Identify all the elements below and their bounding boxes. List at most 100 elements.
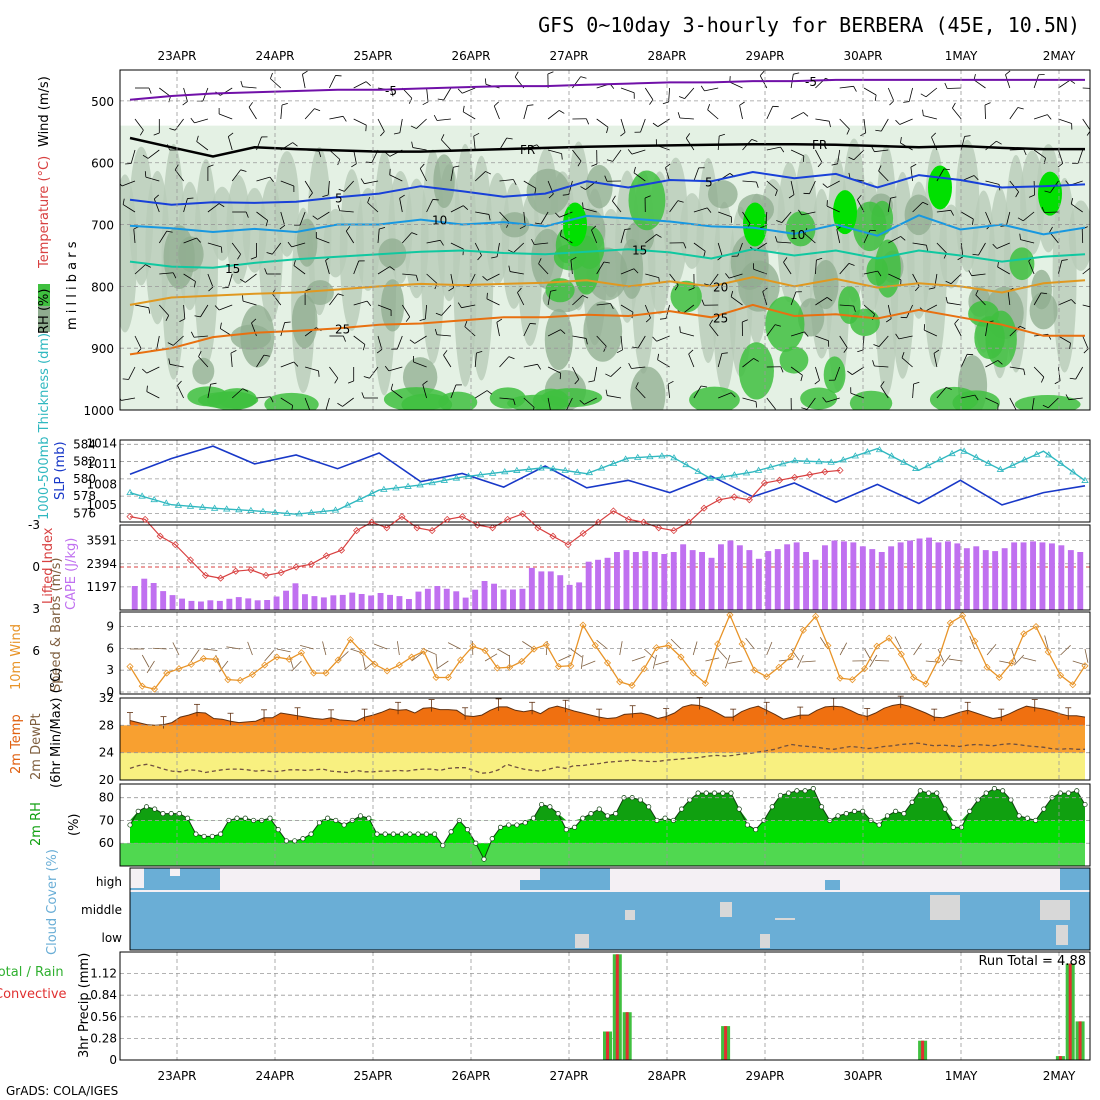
wind-barb-flag — [409, 339, 415, 344]
wind-barb — [436, 334, 451, 337]
thickness-marker — [271, 508, 279, 515]
cape-bar — [812, 559, 819, 610]
wind-barb-flag — [774, 190, 778, 196]
isotherm-20 — [129, 276, 1086, 306]
wind-barb — [493, 105, 500, 120]
wind-barb-flag — [688, 349, 694, 355]
wind-barb — [272, 242, 282, 255]
temp2m-tick: 32 — [99, 691, 114, 705]
wind-barb-flag — [677, 112, 681, 119]
cape-bar — [1058, 545, 1065, 610]
wind10m-marker — [481, 646, 489, 655]
wind-barb — [193, 335, 208, 338]
wind-barb-flag — [831, 163, 838, 166]
wind-barb-flag — [167, 342, 174, 346]
wind-barb — [1082, 304, 1090, 308]
wind10m-barb — [724, 654, 731, 669]
wind-barb — [888, 273, 902, 281]
wind-barb — [934, 273, 938, 288]
wind10m-barb — [226, 646, 241, 650]
cape-bar — [1030, 541, 1036, 610]
wind-barb — [121, 397, 136, 401]
li-marker — [624, 515, 633, 523]
cape-bar — [755, 558, 762, 610]
li-marker — [579, 529, 587, 537]
wind-barb — [461, 304, 476, 309]
cape-tick: 2394 — [86, 557, 117, 571]
rh2m-marker — [127, 822, 133, 828]
wind10m-marker — [518, 657, 526, 666]
wind10m-marker — [505, 663, 514, 671]
wind-barb-flag — [848, 263, 855, 266]
wind-barb — [134, 264, 146, 275]
wind-barb-flag — [903, 101, 910, 103]
wind-barb-flag — [532, 407, 535, 410]
wind-barb — [547, 149, 562, 155]
temperature-axis-label: Temperature (°C) — [37, 156, 52, 269]
precip-tick: 0.84 — [90, 988, 117, 1002]
rh2m-panel: 60 70 80 2m RH (%) — [29, 783, 1091, 867]
rh2m-marker — [934, 790, 940, 796]
rh2m-marker — [580, 815, 586, 821]
wind10m-marker — [885, 634, 893, 642]
isotherm-0 — [129, 136, 1085, 158]
temp2m-series — [120, 695, 1086, 780]
wind-barb-flag — [739, 101, 745, 106]
rh2m-marker — [917, 788, 923, 794]
wind-barb-flag — [652, 336, 657, 342]
wind-barb — [339, 210, 354, 213]
wind-barb — [248, 106, 257, 120]
thickness-marker — [948, 449, 956, 457]
wind-barb-flag — [901, 352, 905, 358]
wind-barb-flag — [774, 236, 778, 243]
wind10m-marker — [763, 673, 771, 681]
thickness-marker — [186, 502, 195, 509]
rh2m-marker — [563, 827, 569, 833]
rh2m-marker — [777, 792, 783, 798]
precip-series — [603, 954, 1085, 1060]
wind-barb — [1007, 291, 1011, 306]
rh-blob-green — [785, 211, 816, 247]
li-marker — [791, 473, 799, 481]
rh2m-marker — [218, 831, 224, 837]
bottom-date-label: 2MAY — [1043, 1069, 1076, 1083]
bottom-date-label: 1MAY — [945, 1069, 978, 1083]
wind-barb-flag — [148, 307, 151, 314]
wind-barb — [194, 118, 209, 124]
wind-barb-flag — [755, 401, 758, 408]
wind10m-marker — [530, 645, 538, 653]
rh-blob-sfc — [800, 387, 838, 410]
rh-blob-dark — [813, 260, 839, 310]
wind-barb — [414, 335, 427, 344]
wind-barb-flag — [874, 94, 877, 101]
wind-barb-flag — [240, 169, 247, 172]
millibars-axis-label: m i l l i b a r s — [65, 241, 80, 330]
wind-barb — [412, 147, 427, 151]
rh2m-marker — [357, 813, 364, 819]
thickness-marker — [706, 474, 714, 481]
wind-barb — [280, 211, 286, 226]
thickness-marker — [585, 468, 594, 476]
rh2m-marker — [695, 790, 701, 796]
wind-barb-flag — [753, 358, 759, 362]
wind10m-marker — [616, 678, 624, 686]
wind10m-marker — [359, 649, 367, 657]
isotherm-label: 15 — [225, 262, 240, 276]
wind-barb — [667, 384, 670, 399]
wind-barb — [1075, 366, 1084, 380]
wind-barb-flag — [975, 289, 979, 296]
wind-barb-flag — [207, 164, 214, 168]
wind-barb — [316, 237, 330, 244]
slp-thickness-ticks: 576 578 580 582 584 1005 1008 1011 1014 — [73, 436, 117, 520]
wind-barb-flag — [293, 361, 299, 367]
wind-barb — [583, 207, 597, 213]
wind-barb — [806, 397, 816, 410]
rh2m-marker — [613, 811, 619, 817]
wind-barb-flag — [1017, 107, 1024, 110]
wind10m-barb — [397, 641, 400, 656]
wind-barb — [424, 304, 427, 319]
rh2m-marker — [893, 808, 899, 814]
wind10m-ticks: 0 3 6 9 — [106, 620, 114, 699]
wind-barb-flag — [208, 286, 214, 292]
rh2m-marker — [547, 804, 553, 810]
